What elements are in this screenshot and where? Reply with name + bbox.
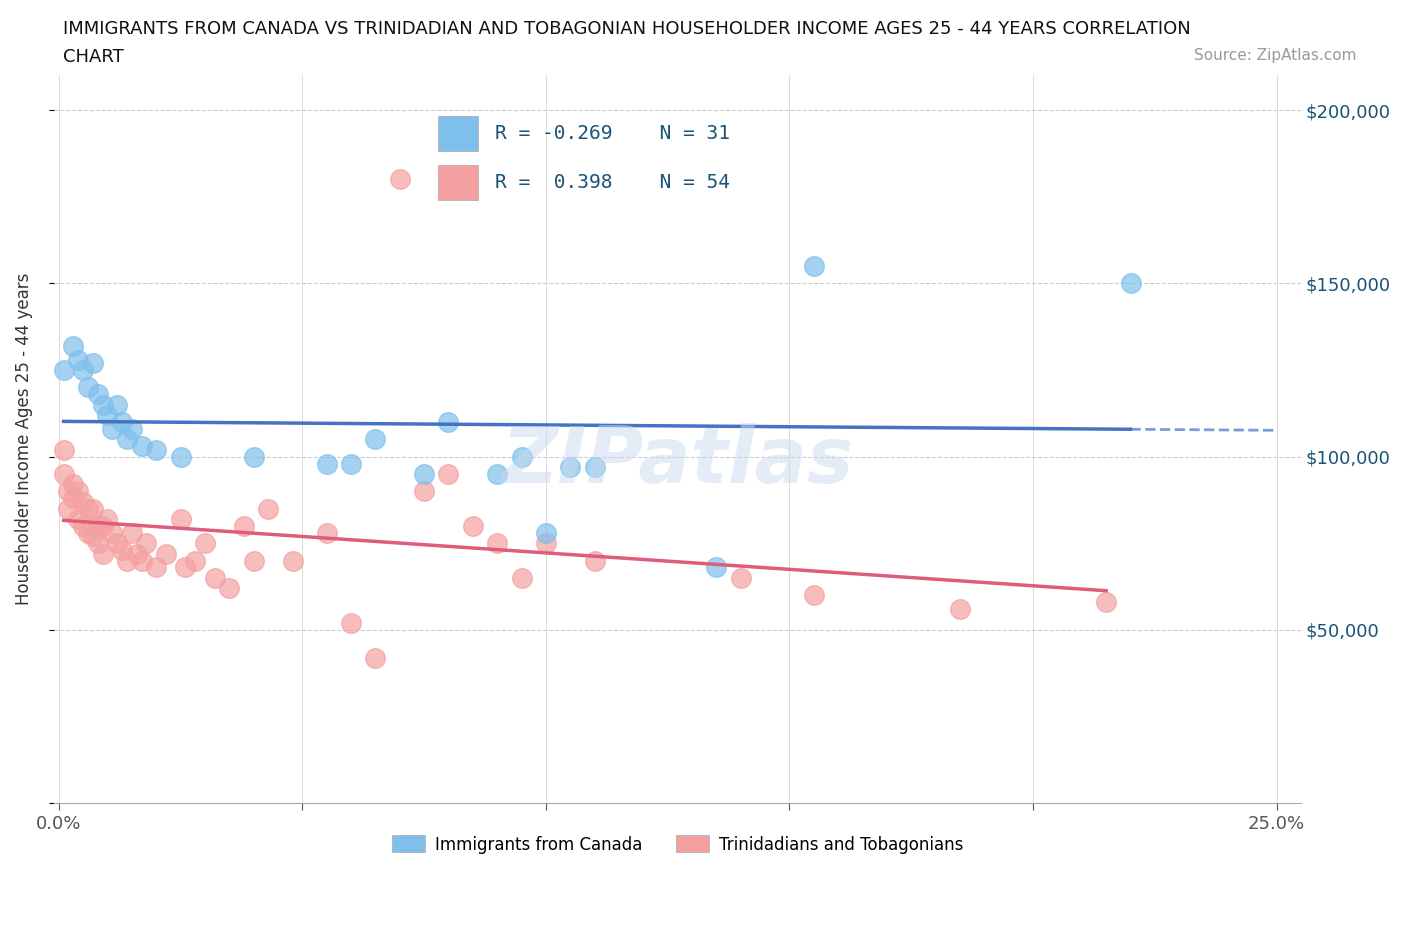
Point [91,546,114,561]
Point [803,259,825,273]
Point [184,553,207,568]
Point [52,467,75,482]
Point [534,525,557,540]
Y-axis label: Householder Income Ages 25 - 44 years: Householder Income Ages 25 - 44 years [15,273,32,605]
Point [730,570,752,585]
Point [281,553,304,568]
Point [232,518,254,533]
Point [486,467,509,482]
Legend: Immigrants from Canada, Trinidadians and Tobagonians: Immigrants from Canada, Trinidadians and… [385,829,970,860]
Point [82,501,104,516]
Point [72,363,94,378]
Point [340,456,363,471]
Point [72,518,94,533]
Point [437,467,460,482]
Point [86,387,108,402]
Point [82,529,104,544]
Point [174,560,197,575]
Point [145,560,167,575]
Point [242,449,264,464]
Point [131,553,153,568]
Point [121,525,143,540]
Point [169,512,191,526]
Point [534,536,557,551]
Point [413,484,436,498]
Point [1119,276,1142,291]
Point [62,491,84,506]
Text: CHART: CHART [63,48,124,66]
Point [583,553,606,568]
Text: ZIPatlas: ZIPatlas [502,423,853,499]
Point [91,518,114,533]
Point [315,525,337,540]
Point [62,477,84,492]
Point [155,546,177,561]
Point [560,459,582,474]
Text: Source: ZipAtlas.com: Source: ZipAtlas.com [1194,48,1357,63]
Point [67,484,90,498]
Point [413,467,436,482]
Point [364,432,387,446]
Point [486,536,509,551]
Point [52,443,75,458]
Point [101,421,124,436]
Point [67,512,90,526]
Point [125,546,148,561]
Point [101,525,124,540]
Point [242,553,264,568]
Point [82,355,104,370]
Point [86,536,108,551]
Point [105,397,128,412]
Point [77,525,100,540]
Point [52,363,75,378]
Point [437,415,460,430]
Point [218,581,240,596]
Point [1095,594,1118,609]
Point [58,484,80,498]
Point [204,570,226,585]
Point [388,172,411,187]
Point [77,379,100,394]
Point [105,536,128,551]
Point [131,439,153,454]
Point [169,449,191,464]
Point [194,536,217,551]
Point [364,650,387,665]
Point [111,415,134,430]
Point [510,449,533,464]
Point [86,518,108,533]
Point [67,352,90,367]
Point [96,512,118,526]
Point [510,570,533,585]
Point [706,560,728,575]
Point [145,443,167,458]
Point [115,432,138,446]
Point [58,501,80,516]
Point [115,553,138,568]
Point [583,459,606,474]
Point [111,543,134,558]
Point [949,602,972,617]
Point [803,588,825,603]
Point [135,536,157,551]
Point [340,616,363,631]
Point [77,501,100,516]
Point [315,456,337,471]
Point [121,421,143,436]
Point [72,494,94,509]
Point [461,518,484,533]
Point [257,501,280,516]
Point [91,397,114,412]
Point [62,339,84,353]
Point [96,407,118,422]
Text: IMMIGRANTS FROM CANADA VS TRINIDADIAN AND TOBAGONIAN HOUSEHOLDER INCOME AGES 25 : IMMIGRANTS FROM CANADA VS TRINIDADIAN AN… [63,20,1191,38]
